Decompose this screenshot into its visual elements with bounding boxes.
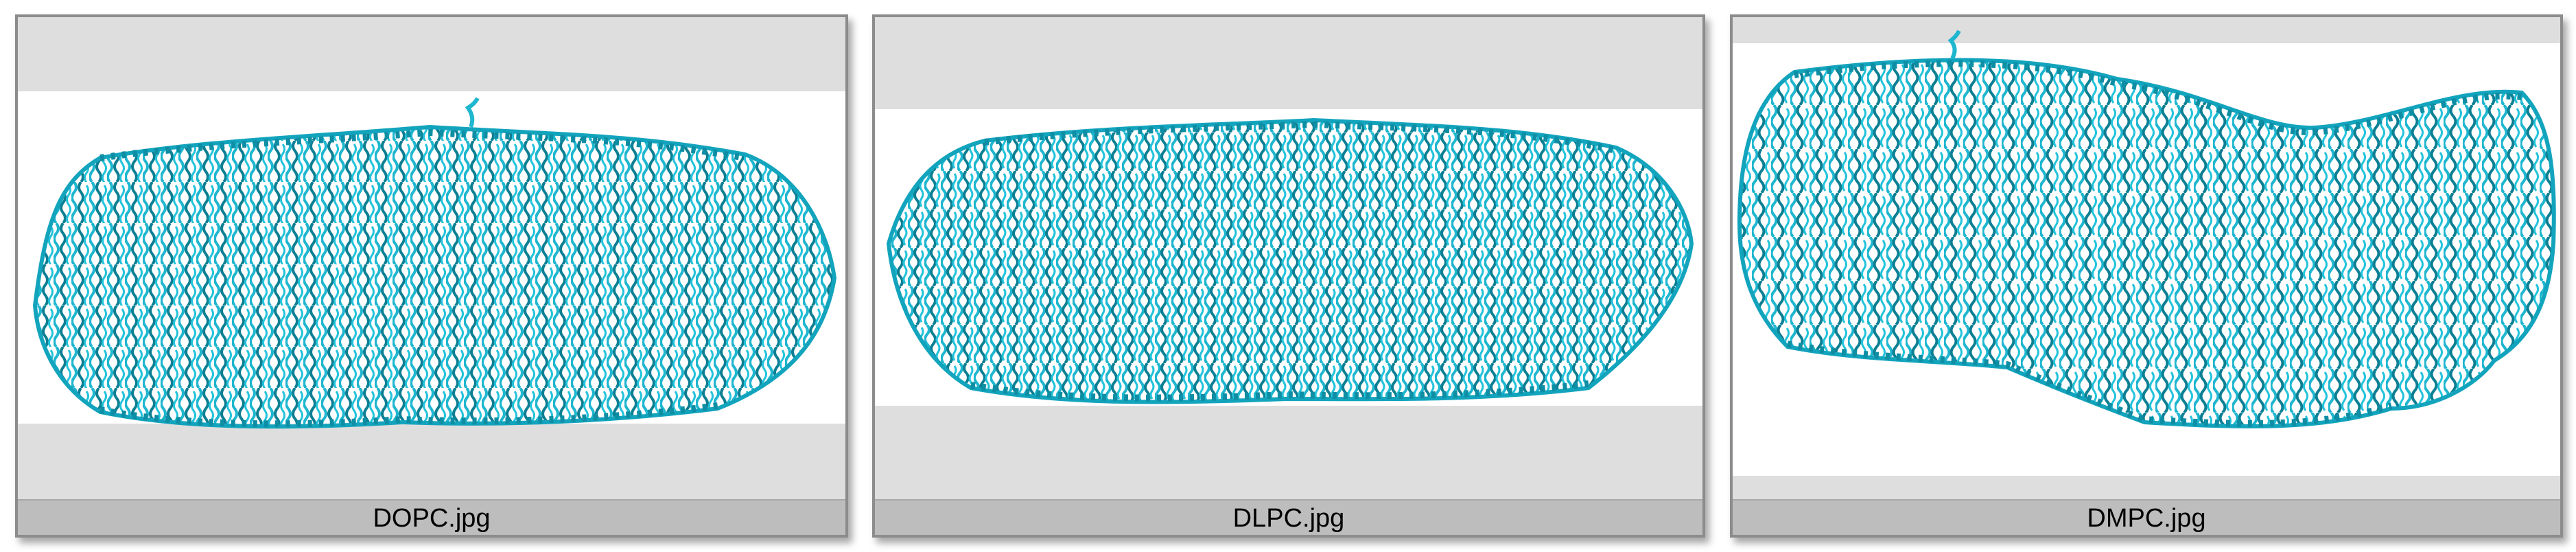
thumbnail-dlpc[interactable]: DLPC.jpg bbox=[872, 14, 1705, 538]
membrane-render-image bbox=[1733, 17, 2560, 501]
thumbnail-image-dlpc bbox=[875, 17, 1702, 501]
thumbnail-caption-bar: DLPC.jpg bbox=[875, 499, 1702, 535]
thumbnail-label-dopc[interactable]: DOPC.jpg bbox=[373, 504, 491, 533]
thumbnail-caption-bar: DMPC.jpg bbox=[1733, 499, 2560, 535]
thumbnail-label-dlpc[interactable]: DLPC.jpg bbox=[1232, 504, 1345, 533]
thumbnail-image-dmpc bbox=[1733, 17, 2560, 501]
thumbnail-dopc[interactable]: DOPC.jpg bbox=[15, 14, 848, 538]
thumbnail-image-dopc bbox=[18, 17, 845, 501]
thumbnail-caption-bar: DOPC.jpg bbox=[18, 499, 845, 535]
thumbnail-label-dmpc[interactable]: DMPC.jpg bbox=[2087, 504, 2206, 533]
thumbnail-dmpc[interactable]: DMPC.jpg bbox=[1730, 14, 2563, 538]
membrane-render-image bbox=[875, 17, 1702, 501]
membrane-render-image bbox=[18, 17, 845, 501]
